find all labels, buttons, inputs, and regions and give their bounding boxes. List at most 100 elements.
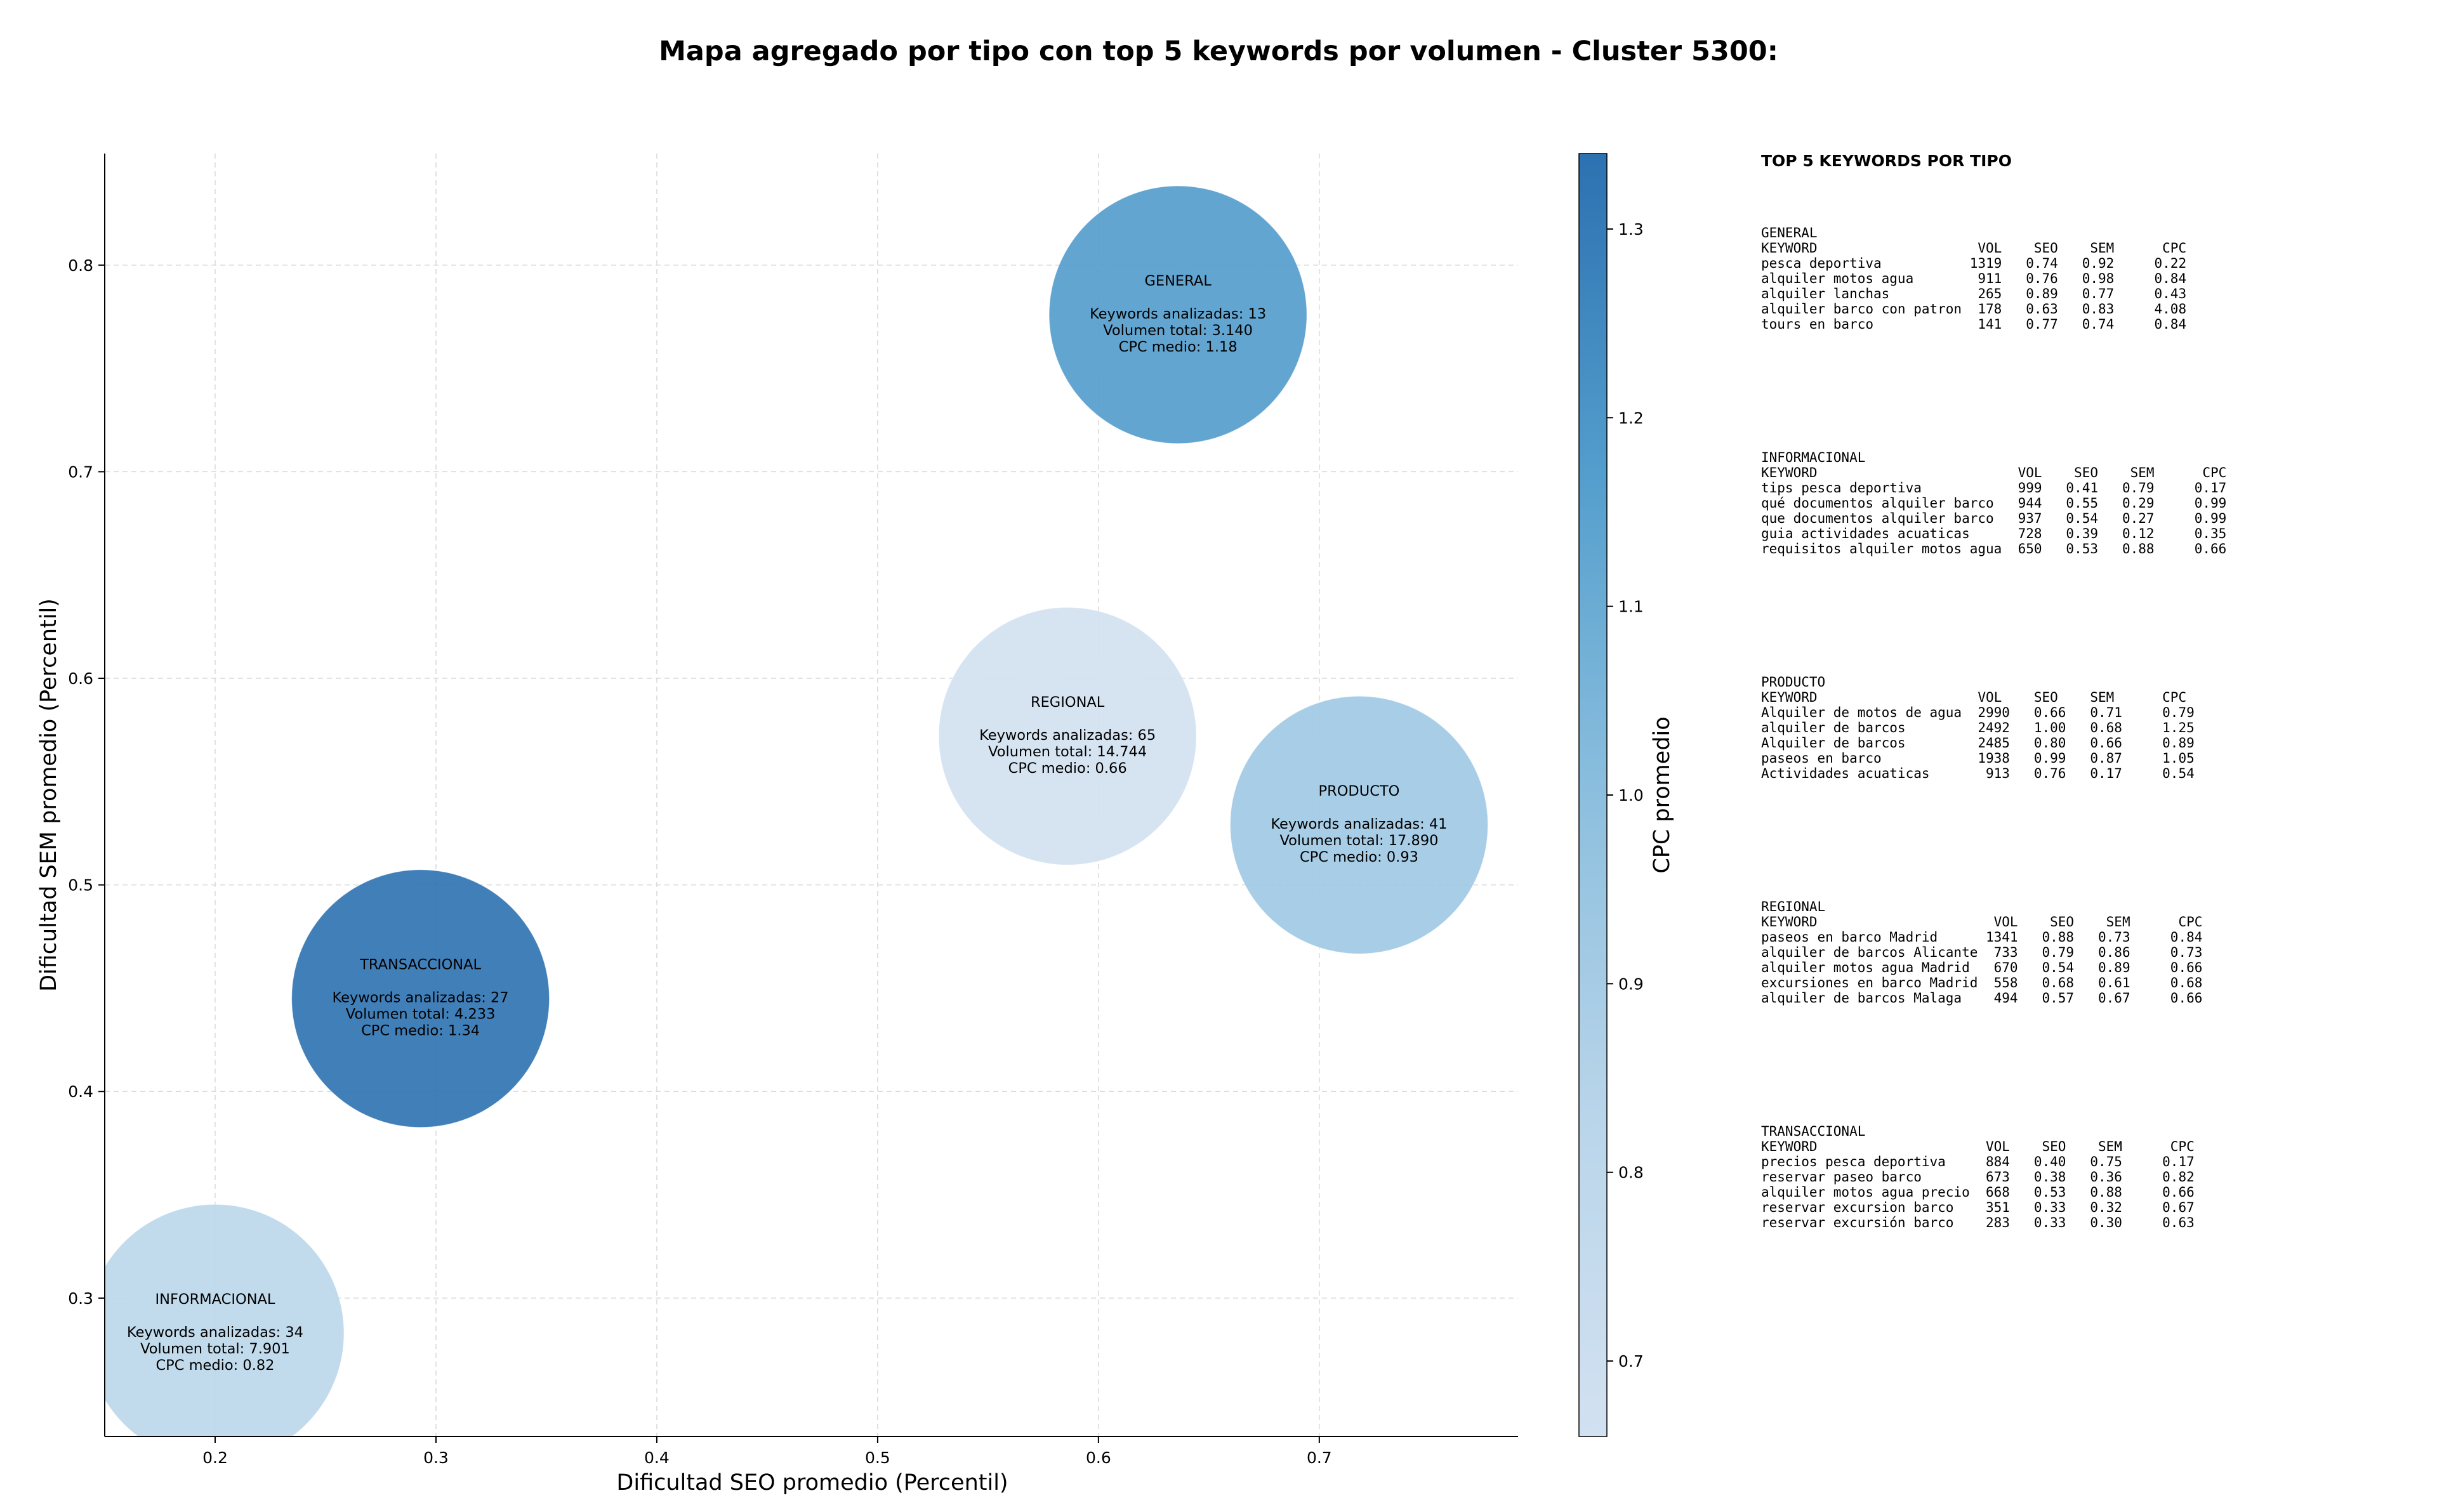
keyword-row: que documentos alquiler barco 937 0.54 0…	[1761, 511, 2226, 526]
keyword-row: alquiler motos agua Madrid 670 0.54 0.89…	[1761, 960, 2202, 975]
bubble-title: TRANSACCIONAL	[359, 957, 481, 973]
x-tick-label: 0.7	[1307, 1449, 1332, 1467]
bubble-detail: Keywords analizadas: 27	[333, 990, 509, 1006]
bubble-detail: Keywords analizadas: 13	[1090, 306, 1266, 322]
colorbar-tick-label: 1.1	[1618, 598, 1644, 616]
keyword-row: paseos en barco 1938 0.99 0.87 1.05	[1761, 751, 2195, 766]
colorbar-label: CPC promedio	[1649, 716, 1675, 873]
bubble-title: REGIONAL	[1031, 694, 1105, 711]
x-tick-label: 0.6	[1086, 1449, 1111, 1467]
colorbar-tick-label: 0.9	[1618, 975, 1644, 993]
bubble-title: PRODUCTO	[1319, 783, 1400, 799]
keyword-table-type: INFORMACIONAL	[1761, 450, 1865, 465]
colorbar-ticks: 0.7 0.8 0.9 1.0 1.1 1.2 1.3	[1607, 220, 1644, 1371]
axes	[104, 154, 1518, 1437]
keyword-row: guia actividades acuaticas 728 0.39 0.12…	[1761, 526, 2226, 541]
bubble-detail: CPC medio: 1.18	[1119, 339, 1238, 355]
keyword-row: precios pesca deportiva 884 0.40 0.75 0.…	[1761, 1154, 2195, 1169]
colorbar-tick-label: 1.3	[1618, 220, 1644, 239]
keyword-table-header: KEYWORD VOL SEO SEM CPC	[1761, 240, 2186, 256]
bubble-detail: Volumen total: 17.890	[1279, 832, 1438, 849]
bubble-detail: Keywords analizadas: 41	[1271, 816, 1447, 832]
bubble-detail: CPC medio: 0.93	[1300, 849, 1418, 865]
bubble-detail: Keywords analizadas: 34	[127, 1324, 303, 1341]
keyword-row: pesca deportiva 1319 0.74 0.92 0.22	[1761, 256, 2186, 271]
y-tick-label: 0.4	[68, 1082, 93, 1101]
bubble-detail: Volumen total: 14.744	[988, 744, 1147, 760]
keyword-row: Alquiler de motos de agua 2990 0.66 0.71…	[1761, 705, 2195, 720]
keyword-row: excursiones en barco Madrid 558 0.68 0.6…	[1761, 975, 2202, 990]
keyword-row: qué documentos alquiler barco 944 0.55 0…	[1761, 496, 2226, 511]
bubble-detail: CPC medio: 1.34	[361, 1023, 480, 1039]
y-tick-label: 0.3	[68, 1289, 93, 1308]
keyword-table-header: KEYWORD VOL SEO SEM CPC	[1761, 914, 2202, 930]
keyword-row: alquiler barco con patron 178 0.63 0.83 …	[1761, 301, 2186, 317]
bubble-detail: Volumen total: 3.140	[1103, 322, 1253, 339]
keyword-row: reservar paseo barco 673 0.38 0.36 0.82	[1761, 1169, 2195, 1185]
keyword-row: alquiler lanchas 265 0.89 0.77 0.43	[1761, 286, 2186, 301]
y-tick-label: 0.7	[68, 463, 93, 481]
y-tick-label: 0.5	[68, 876, 93, 895]
keyword-row: alquiler de barcos Malaga 494 0.57 0.67 …	[1761, 990, 2202, 1006]
bubble-title: INFORMACIONAL	[155, 1291, 275, 1308]
x-tick-label: 0.3	[423, 1449, 449, 1467]
keyword-row: tips pesca deportiva 999 0.41 0.79 0.17	[1761, 480, 2226, 496]
keyword-table-type: REGIONAL	[1761, 899, 1825, 914]
y-ticks: 0.3 0.4 0.5 0.6 0.7 0.8	[68, 256, 105, 1308]
bubble-informacional	[105, 1204, 345, 1436]
bubble-detail: CPC medio: 0.66	[1008, 760, 1127, 777]
keyword-table-type: GENERAL	[1761, 225, 1818, 240]
keyword-row: Actividades acuaticas 913 0.76 0.17 0.54	[1761, 766, 2195, 781]
colorbar-tick-label: 1.0	[1618, 786, 1644, 805]
keyword-row: reservar excursion barco 351 0.33 0.32 0…	[1761, 1200, 2195, 1215]
colorbar-bar	[1578, 153, 1608, 1437]
chart-title: Mapa agregado por tipo con top 5 keyword…	[659, 36, 1778, 67]
bubble-detail: CPC medio: 0.82	[155, 1357, 274, 1374]
bubble-detail: Keywords analizadas: 65	[979, 727, 1156, 744]
keyword-row: Alquiler de barcos 2485 0.80 0.66 0.89	[1761, 735, 2195, 751]
bubble-detail: Volumen total: 4.233	[346, 1006, 496, 1023]
colorbar-tick-label: 0.7	[1618, 1352, 1644, 1371]
x-axis-title: Dificultad SEO promedio (Percentil)	[616, 1470, 1008, 1496]
colorbar: 0.7 0.8 0.9 1.0 1.1 1.2 1.3 CPC promedio	[1578, 153, 1675, 1437]
keyword-row: alquiler de barcos Alicante 733 0.79 0.8…	[1761, 945, 2202, 960]
keyword-row: paseos en barco Madrid 1341 0.88 0.73 0.…	[1761, 930, 2202, 945]
keyword-row: tours en barco 141 0.77 0.74 0.84	[1761, 317, 2186, 332]
x-tick-label: 0.2	[202, 1449, 228, 1467]
keyword-row: requisitos alquiler motos agua 650 0.53 …	[1761, 541, 2226, 556]
bubble-title: GENERAL	[1144, 273, 1212, 289]
keyword-row: alquiler motos agua precio 668 0.53 0.88…	[1761, 1185, 2195, 1200]
y-tick-label: 0.6	[68, 669, 93, 688]
keyword-table-header: KEYWORD VOL SEO SEM CPC	[1761, 1139, 2195, 1154]
x-tick-label: 0.5	[865, 1449, 890, 1467]
keyword-row: reservar excursión barco 283 0.33 0.30 0…	[1761, 1215, 2195, 1230]
x-ticks: 0.2 0.3 0.4 0.5 0.6 0.7	[202, 1436, 1332, 1467]
colorbar-tick-label: 1.2	[1618, 409, 1644, 427]
y-axis-title: Dificultad SEM promedio (Percentil)	[36, 598, 62, 992]
bubble-general	[1048, 185, 1307, 444]
keyword-table-type: TRANSACCIONAL	[1761, 1124, 1865, 1139]
keyword-table-header: KEYWORD VOL SEO SEM CPC	[1761, 465, 2226, 480]
x-tick-label: 0.4	[644, 1449, 670, 1467]
keyword-row: alquiler de barcos 2492 1.00 0.68 1.25	[1761, 720, 2195, 735]
bubble-detail: Volumen total: 7.901	[140, 1341, 290, 1357]
y-tick-label: 0.8	[68, 256, 93, 275]
bubble-producto	[1229, 695, 1488, 954]
side-panel-heading: TOP 5 KEYWORDS POR TIPO	[1761, 152, 2012, 170]
keyword-table-type: PRODUCTO	[1761, 674, 1825, 690]
keyword-table-header: KEYWORD VOL SEO SEM CPC	[1761, 690, 2186, 705]
colorbar-tick-label: 0.8	[1618, 1164, 1644, 1182]
bubble-regional	[938, 607, 1197, 865]
keyword-row: alquiler motos agua 911 0.76 0.98 0.84	[1761, 271, 2186, 286]
bubble-transaccional	[291, 869, 550, 1128]
bubbles	[105, 185, 1488, 1436]
